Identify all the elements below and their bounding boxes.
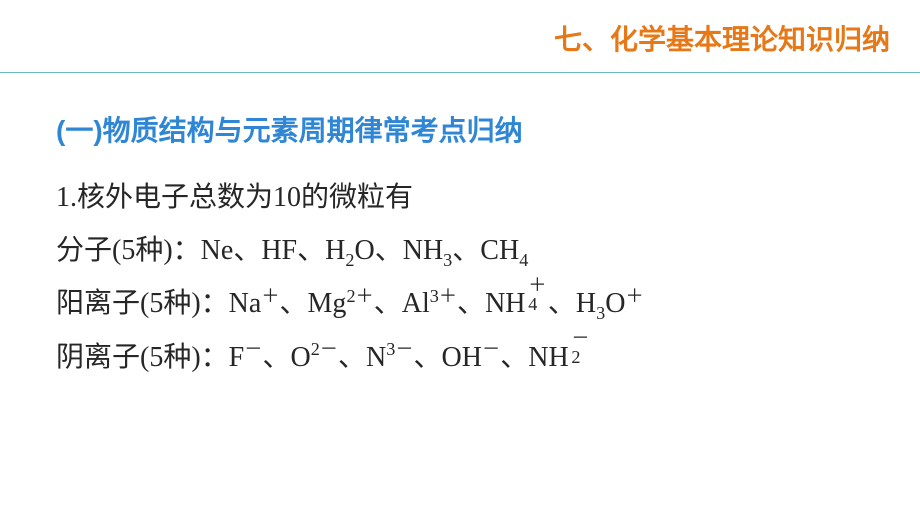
sep: 、 xyxy=(297,235,325,266)
item-hf: HF xyxy=(261,235,297,266)
sep: 、 xyxy=(414,342,442,373)
item-na-sup: ＋ xyxy=(261,286,279,306)
section-subtitle: (一)物质结构与元素周期律常考点归纳 xyxy=(56,109,920,149)
subtitle-prefix: (一) xyxy=(56,115,103,146)
item-nh3-sub: 3 xyxy=(443,250,452,270)
sep: 、 xyxy=(262,342,290,373)
line-4-label: 阴离子(5种)： xyxy=(56,342,229,373)
line-4: 阴离子(5种)：F－、O2－、N3－、OH－、NH－2 xyxy=(56,331,920,384)
item-h3o-sub: 3 xyxy=(596,303,605,323)
item-nh4-sub: 4 xyxy=(528,287,537,322)
item-nh2-sub: 2 xyxy=(571,340,580,375)
sep: 、 xyxy=(338,342,366,373)
item-al-sup: 3＋ xyxy=(430,286,457,306)
sep: 、 xyxy=(457,288,485,319)
item-nh4-supsub: ＋4 xyxy=(526,284,548,312)
item-oh: OH xyxy=(442,342,482,373)
item-nh2: NH xyxy=(528,342,568,373)
item-nh4: NH xyxy=(485,288,525,319)
sep: 、 xyxy=(233,235,261,266)
line-3-label: 阳离子(5种)： xyxy=(56,288,229,319)
item-ch4: CH xyxy=(480,235,519,266)
item-f-sup: － xyxy=(244,339,262,359)
line-3: 阳离子(5种)：Na＋、Mg2＋、Al3＋、NH＋4、H3O＋ xyxy=(56,277,920,330)
item-na: Na xyxy=(229,288,262,319)
item-o: O xyxy=(290,342,310,373)
line-2: 分子(5种)：Ne、HF、H2O、NH3、CH4 xyxy=(56,224,920,277)
item-h3o-h: H xyxy=(576,288,596,319)
line-1: 1.核外电子总数为10的微粒有 xyxy=(56,171,920,224)
item-nh2-supsub: －2 xyxy=(569,338,591,366)
slide-header: 七、化学基本理论知识归纳 xyxy=(0,0,920,58)
item-h3o-sup: ＋ xyxy=(625,286,643,306)
subtitle-text: 物质结构与元素周期律常考点归纳 xyxy=(103,115,523,146)
item-oh-sup: － xyxy=(482,339,500,359)
item-o-sup: 2－ xyxy=(311,339,338,359)
item-ch4-sub: 4 xyxy=(519,250,528,270)
item-h2o-sub: 2 xyxy=(345,250,354,270)
item-mg-sup: 2＋ xyxy=(346,286,373,306)
sep: 、 xyxy=(280,288,308,319)
sep: 、 xyxy=(452,235,480,266)
item-h3o-o: O xyxy=(605,288,625,319)
sep: 、 xyxy=(500,342,528,373)
line-2-label: 分子(5种)： xyxy=(56,235,201,266)
item-al: Al xyxy=(402,288,430,319)
item-mg: Mg xyxy=(308,288,347,319)
item-n: N xyxy=(366,342,386,373)
item-h2o-o: O xyxy=(354,235,374,266)
header-title: 七、化学基本理论知识归纳 xyxy=(554,24,890,55)
sep: 、 xyxy=(548,288,576,319)
item-n-sup: 3－ xyxy=(386,339,413,359)
sep: 、 xyxy=(375,235,403,266)
item-ne: Ne xyxy=(201,235,234,266)
item-f: F xyxy=(229,342,245,373)
sep: 、 xyxy=(374,288,402,319)
content-area: (一)物质结构与元素周期律常考点归纳 1.核外电子总数为10的微粒有 分子(5种… xyxy=(0,73,920,384)
item-nh3: NH xyxy=(403,235,443,266)
item-h2o-h: H xyxy=(325,235,345,266)
